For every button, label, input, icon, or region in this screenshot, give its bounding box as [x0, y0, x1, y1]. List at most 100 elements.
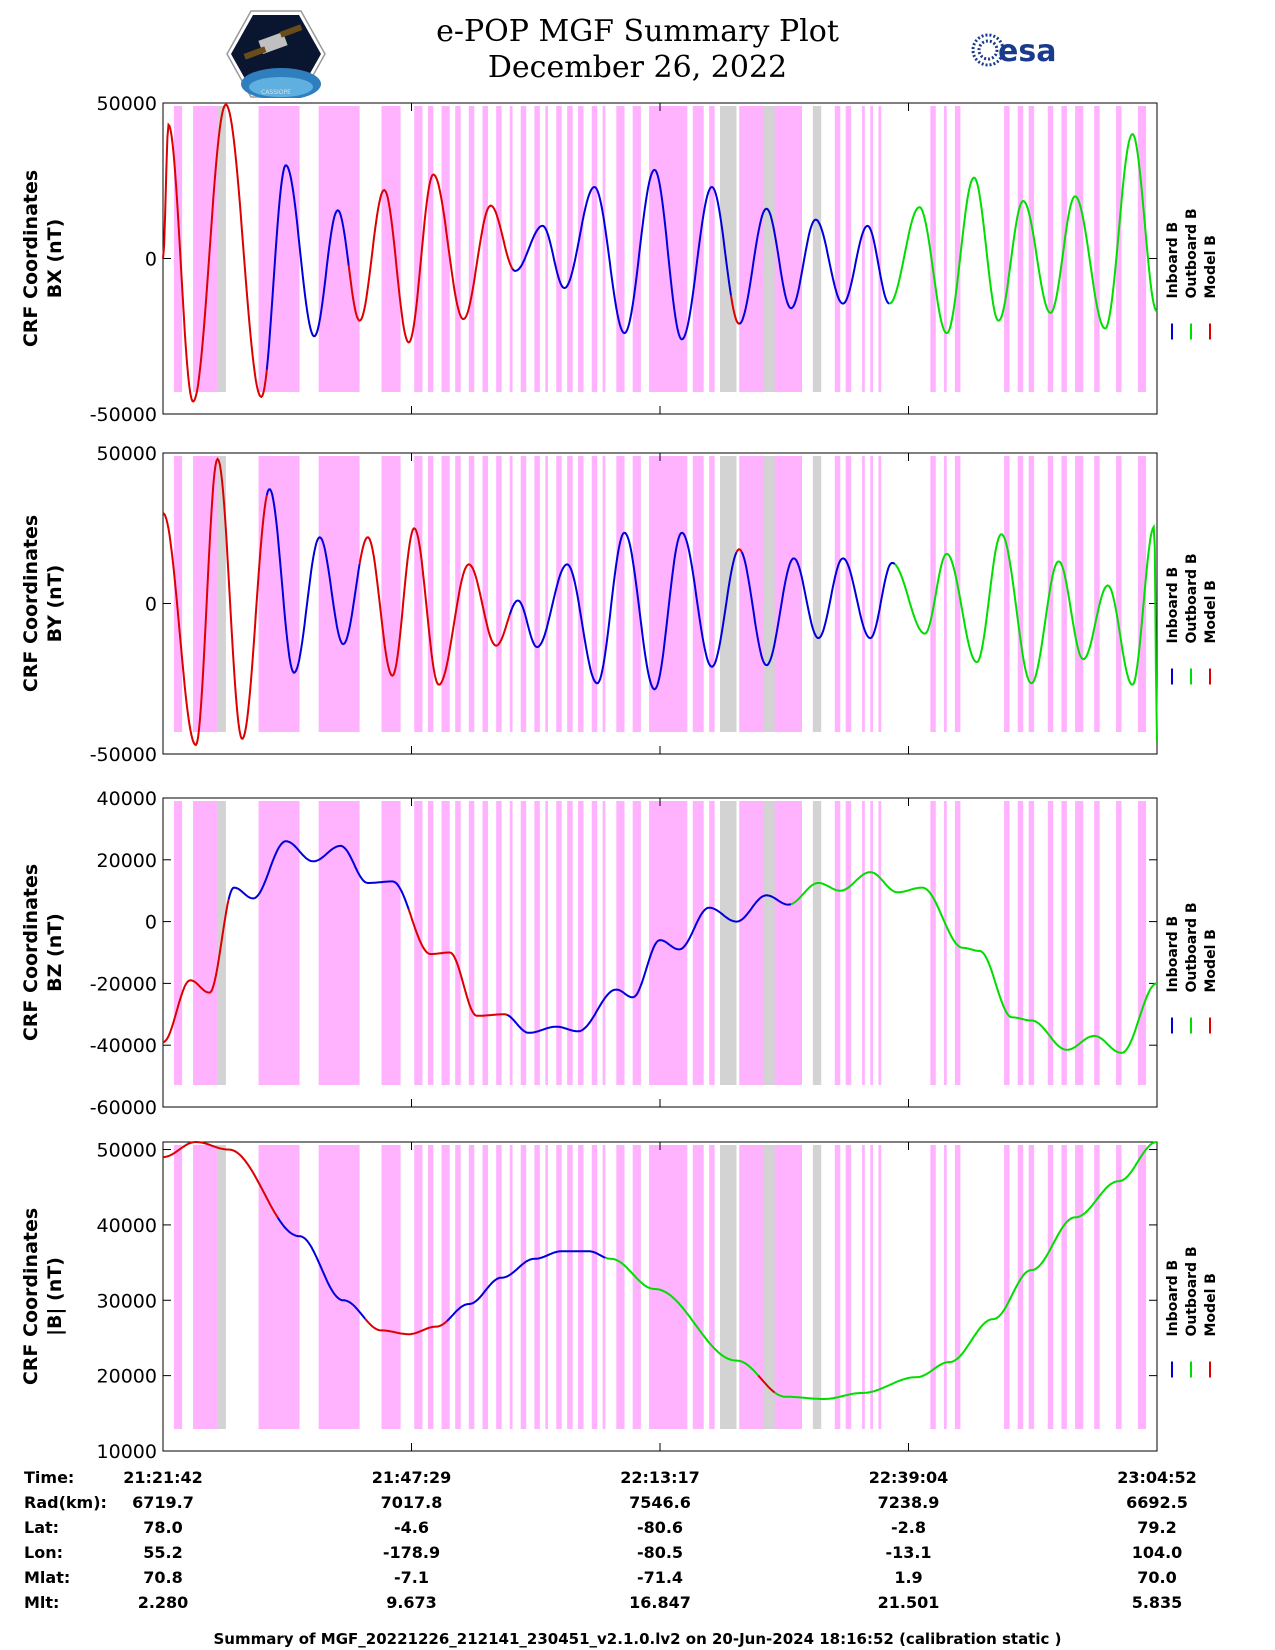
highlight-band [1028, 1145, 1035, 1429]
highlight-band [1137, 106, 1147, 392]
highlight-band [578, 1145, 584, 1429]
highlight-band [1004, 1145, 1010, 1429]
info-cell: -178.9 [383, 1543, 440, 1562]
highlight-band [709, 801, 715, 1085]
series-outboard [605, 1256, 760, 1377]
highlight-band [482, 456, 488, 732]
highlight-band [441, 456, 450, 732]
gray-band [217, 456, 226, 732]
highlight-band [534, 106, 540, 392]
y-tick-label: 50000 [97, 93, 157, 115]
highlight-band [414, 1145, 423, 1429]
highlight-band [834, 1145, 841, 1429]
y-tick-label: 40000 [97, 1215, 157, 1237]
highlight-band [944, 801, 947, 1085]
highlight-band [954, 106, 961, 392]
legend-entry: Model B [1203, 929, 1219, 992]
y-axis-label: CRF Coordinates BX (nT) [20, 170, 66, 347]
y-tick-label: -60000 [90, 1097, 157, 1119]
highlight-band [930, 1145, 936, 1429]
highlight-band [944, 106, 947, 392]
info-cell: 21:21:42 [123, 1468, 203, 1487]
highlight-band [520, 106, 527, 392]
highlight-band [1017, 106, 1024, 392]
legend-entry: Model B [1203, 580, 1219, 643]
gray-band [812, 106, 822, 392]
y-tick-label: 10000 [97, 1441, 157, 1463]
legend-entry: Inboard B [1165, 567, 1181, 644]
highlight-band [1061, 801, 1067, 1085]
y-tick-label: 20000 [97, 1366, 157, 1388]
highlight-band [381, 1145, 401, 1429]
highlight-band [482, 1145, 488, 1429]
highlight-band [173, 801, 183, 1085]
highlight-band [870, 106, 873, 392]
highlight-band [1047, 456, 1054, 732]
highlight-band [862, 801, 865, 1085]
highlight-band [1061, 1145, 1067, 1429]
highlight-band [482, 106, 488, 392]
y-tick-label: -20000 [90, 973, 157, 995]
info-cell: -7.1 [394, 1568, 429, 1587]
legend-entry: Inboard B [1165, 916, 1181, 993]
y-tick-label: 0 [145, 249, 157, 271]
highlight-band [455, 801, 461, 1085]
series-model [347, 173, 514, 344]
highlight-band [870, 456, 873, 732]
highlight-band [381, 106, 401, 392]
footer-summary: Summary of MGF_20221226_212141_230451_v2… [213, 1630, 1062, 1648]
highlight-band [1028, 801, 1035, 1085]
highlight-band [318, 1145, 360, 1429]
highlight-band [1047, 1145, 1054, 1429]
info-cell: -80.5 [637, 1543, 683, 1562]
info-cell: -80.6 [637, 1518, 683, 1537]
highlight-band [496, 1145, 502, 1429]
highlight-band [455, 106, 461, 392]
info-cell: -2.8 [891, 1518, 926, 1537]
legend-entry: Outboard B [1184, 208, 1200, 298]
highlight-band [616, 801, 625, 1085]
gray-band [720, 1145, 737, 1429]
highlight-band [578, 456, 584, 732]
highlight-band [1137, 801, 1147, 1085]
highlight-band [1017, 1145, 1024, 1429]
highlight-band [591, 801, 598, 1085]
highlight-band [545, 456, 549, 732]
y-tick-label: 20000 [97, 850, 157, 872]
highlight-band [1017, 456, 1024, 732]
highlight-band [509, 1145, 513, 1429]
info-cell: 79.2 [1137, 1518, 1176, 1537]
highlight-band [870, 801, 873, 1085]
info-cell: 70.0 [1137, 1568, 1176, 1587]
info-cell: 70.8 [143, 1568, 182, 1587]
info-cell: 21:47:29 [372, 1468, 452, 1487]
highlight-band [578, 106, 584, 392]
highlight-band [632, 106, 641, 392]
highlight-band [1137, 456, 1147, 732]
highlight-band [834, 801, 841, 1085]
y-axis-label-line1: CRF Coordinates [20, 864, 42, 1041]
highlight-band [427, 1145, 434, 1429]
highlight-band [534, 801, 540, 1085]
highlight-band [878, 456, 882, 732]
series-model [364, 1318, 448, 1336]
highlight-band [520, 456, 527, 732]
highlight-band [1137, 1145, 1147, 1429]
info-cell: 55.2 [143, 1543, 182, 1562]
y-tick-label: 0 [145, 912, 157, 934]
highlight-band [944, 456, 947, 732]
highlight-band [1094, 456, 1100, 732]
info-row-label: Mlat: [24, 1568, 70, 1587]
highlight-band [414, 106, 423, 392]
highlight-band [834, 456, 841, 732]
highlight-band [834, 106, 841, 392]
highlight-band [1004, 106, 1010, 392]
info-row-label: Mlt: [24, 1593, 59, 1612]
gray-band [763, 106, 775, 392]
highlight-band [567, 1145, 573, 1429]
highlight-band [578, 801, 584, 1085]
highlight-band [1028, 106, 1035, 392]
highlight-band [1116, 456, 1122, 732]
series-model [730, 295, 740, 325]
highlight-band [496, 801, 502, 1085]
